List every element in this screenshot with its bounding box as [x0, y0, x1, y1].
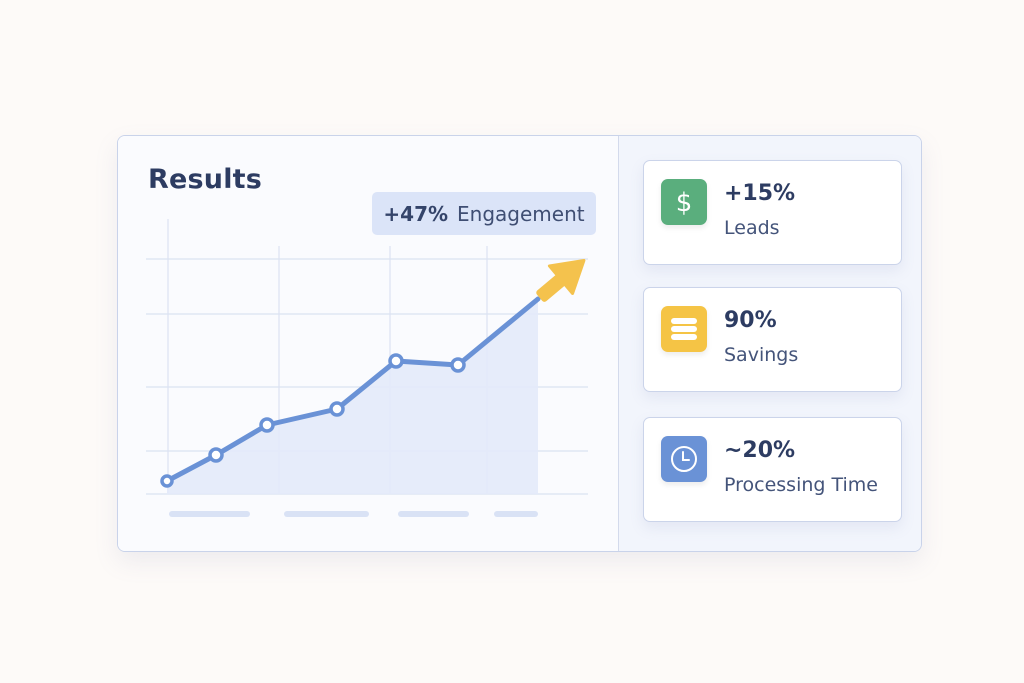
kpi-card-leads: $ +15% Leads: [643, 160, 902, 265]
kpi-card-processing-time: ~20% Processing Time: [643, 417, 902, 522]
chart-markers: [160, 353, 466, 488]
coin-stack-icon: [661, 306, 707, 352]
dollar-icon: $: [661, 179, 707, 225]
trend-up-arrow-icon: [536, 258, 586, 302]
clock-icon: [661, 436, 707, 482]
kpi-value: ~20%: [724, 438, 796, 463]
panel-title: Results: [148, 164, 263, 195]
engagement-label: Engagement: [457, 201, 585, 226]
engagement-badge: +47% Engagement: [372, 192, 596, 235]
panel-divider: [618, 136, 619, 551]
chart-panel: Results: [118, 136, 618, 551]
kpi-value: +15%: [724, 181, 796, 206]
engagement-line-chart: [146, 219, 588, 517]
results-dashboard: Results: [117, 135, 922, 552]
kpi-panel: $ +15% Leads 90% Savings: [619, 136, 921, 551]
kpi-value: 90%: [724, 308, 777, 333]
kpi-label: Savings: [724, 344, 799, 366]
kpi-label: Processing Time: [724, 474, 878, 496]
x-axis-label-placeholders: [169, 511, 538, 517]
kpi-card-savings: 90% Savings: [643, 287, 902, 392]
kpi-label: Leads: [724, 217, 780, 239]
svg-text:$: $: [676, 188, 693, 218]
engagement-value: +47%: [383, 201, 449, 226]
